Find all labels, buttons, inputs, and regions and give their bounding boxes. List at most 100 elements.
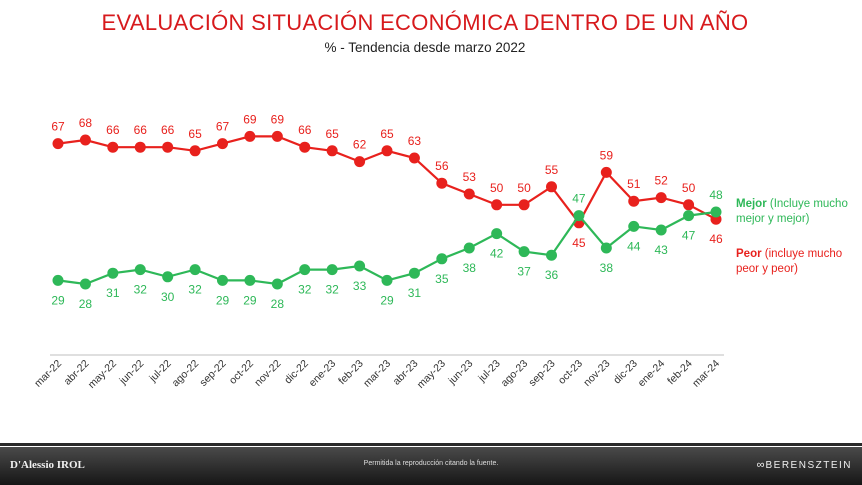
mejor-point	[354, 260, 366, 272]
legend-mejor-description: (Incluye mucho mejor y mejor)	[736, 198, 848, 225]
mejor-point	[628, 220, 640, 232]
mejor-point	[546, 249, 557, 261]
peor-point	[628, 195, 640, 207]
peor-point	[52, 138, 64, 150]
berensztein-logo-icon: ∞	[756, 459, 765, 471]
x-tick-label: may-22	[86, 358, 119, 391]
mejor-data-label: 42	[490, 247, 504, 261]
mejor-data-label: 44	[627, 239, 641, 253]
x-tick-label: oct-22	[227, 358, 256, 387]
mejor-point	[600, 242, 612, 254]
peor-data-label: 68	[79, 116, 93, 130]
peor-data-label: 69	[243, 112, 257, 126]
mejor-point	[107, 267, 119, 279]
mejor-data-label: 38	[600, 261, 614, 275]
mejor-point	[491, 228, 503, 240]
legend-peor-description: (incluye mucho peor y peor)	[736, 248, 843, 275]
mejor-data-label: 29	[380, 293, 394, 307]
x-tick-label: ene-23	[307, 358, 339, 390]
dalessio-logo: D'Alessio IROL	[10, 459, 85, 471]
peor-data-label: 65	[325, 127, 339, 141]
mejor-point	[189, 264, 201, 276]
mejor-data-label: 28	[271, 297, 285, 311]
peor-point	[491, 199, 503, 211]
mejor-point	[463, 242, 475, 254]
x-tick-label: nov-23	[581, 358, 612, 389]
x-tick-label: sep-23	[526, 358, 557, 389]
peor-data-label: 51	[627, 177, 641, 191]
peor-point	[354, 156, 366, 168]
mejor-data-label: 38	[463, 261, 477, 275]
peor-data-label: 67	[216, 120, 230, 134]
peor-point	[107, 141, 119, 153]
peor-data-label: 56	[435, 159, 449, 173]
peor-point	[655, 192, 667, 204]
peor-data-label: 67	[51, 120, 65, 134]
x-tick-label: nov-22	[252, 358, 283, 389]
mejor-point	[408, 267, 420, 279]
mejor-point	[244, 274, 256, 286]
mejor-data-label: 35	[435, 272, 449, 286]
chart-subtitle: % - Tendencia desde marzo 2022	[324, 40, 526, 55]
peor-point	[271, 130, 283, 142]
peor-point	[463, 188, 475, 200]
mejor-data-label: 37	[517, 265, 531, 279]
mejor-point	[299, 264, 311, 276]
chart-title: EVALUACIÓN SITUACIÓN ECONÓMICA DENTRO DE…	[101, 10, 749, 35]
peor-point	[408, 152, 420, 164]
mejor-point	[655, 224, 667, 236]
mejor-data-label: 32	[325, 283, 339, 297]
x-tick-label: jun-22	[117, 358, 147, 388]
peor-point	[79, 134, 91, 146]
peor-data-label: 62	[353, 138, 367, 152]
x-tick-label: ago-23	[499, 358, 531, 390]
peor-point	[436, 177, 448, 189]
peor-data-label: 52	[654, 174, 668, 188]
mejor-point	[436, 253, 448, 265]
mejor-data-label: 47	[682, 229, 696, 243]
mejor-data-label: 47	[572, 192, 586, 206]
footer-note: Permitida la reproducción citando la fue…	[363, 460, 499, 467]
peor-data-label: 66	[161, 123, 175, 137]
mejor-point	[381, 274, 393, 286]
peor-data-label: 46	[709, 232, 723, 246]
mejor-data-label: 31	[408, 286, 422, 300]
peor-data-label: 53	[463, 170, 477, 184]
mejor-point	[134, 264, 146, 276]
footer-divider	[0, 443, 862, 446]
peor-point	[518, 199, 530, 211]
x-tick-label: ago-22	[170, 358, 202, 390]
mejor-point	[518, 246, 530, 258]
mejor-point	[162, 271, 174, 283]
peor-data-label: 50	[682, 181, 696, 195]
mejor-data-label: 48	[709, 188, 723, 202]
legend-peor-label: Peor	[736, 248, 762, 260]
peor-data-label: 50	[517, 181, 531, 195]
peor-data-label: 55	[545, 163, 559, 177]
peor-data-label: 45	[572, 236, 586, 250]
peor-data-label: 59	[600, 148, 614, 162]
mejor-point	[573, 210, 585, 222]
mejor-data-label: 32	[134, 283, 148, 297]
x-tick-label: jun-23	[446, 358, 476, 388]
peor-data-label: 65	[380, 127, 394, 141]
mejor-data-label: 28	[79, 297, 93, 311]
peor-point	[326, 145, 338, 157]
peor-data-label: 50	[490, 181, 504, 195]
mejor-point	[79, 278, 91, 290]
peor-point	[134, 141, 146, 153]
peor-point	[600, 166, 612, 178]
legend-mejor-label: Mejor	[736, 198, 767, 210]
x-tick-label: oct-23	[556, 358, 585, 387]
peor-data-label: 65	[188, 127, 202, 141]
x-tick-label: mar-23	[361, 358, 393, 390]
x-tick-label: mar-22	[32, 358, 64, 390]
mejor-data-label: 31	[106, 286, 120, 300]
peor-data-label: 63	[408, 134, 422, 148]
peor-point	[189, 145, 201, 157]
mejor-data-label: 30	[161, 290, 175, 304]
x-tick-label: mar-24	[690, 358, 722, 390]
peor-point	[244, 130, 256, 142]
